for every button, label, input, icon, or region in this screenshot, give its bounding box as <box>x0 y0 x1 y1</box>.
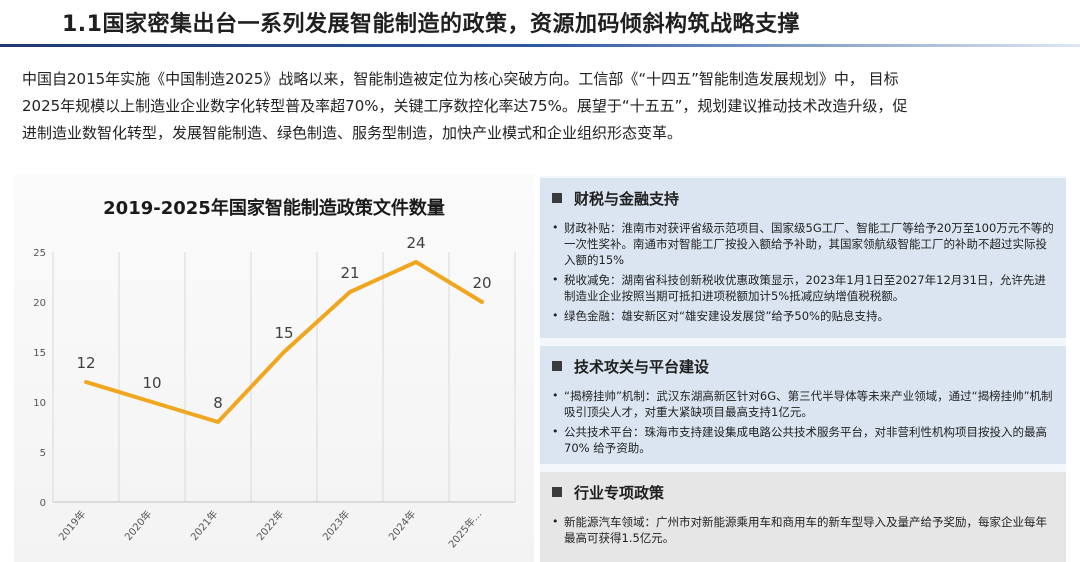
item-text: 公共技术平台：珠海市支持建设集成电路公共技术服务平台，对非营利性机构项目按投入的… <box>564 425 1047 455</box>
y-tick-label: 25 <box>33 248 46 259</box>
intro-paragraph: 中国自2015年实施《中国制造2025》战略以来，智能制造被定位为核心突破方向。… <box>22 66 1062 147</box>
x-tick-label: 2023年 <box>320 508 353 544</box>
section-header-tech: 技术攻关与平台建设 <box>540 346 1066 386</box>
data-label: 10 <box>142 374 161 392</box>
y-tick-label: 20 <box>33 298 46 309</box>
list-item: • 公共技术平台：珠海市支持建设集成电路公共技术服务平台，对非营利性机构项目按投入… <box>550 424 1054 456</box>
data-label: 8 <box>213 394 223 412</box>
x-tick-label: 2025年... <box>445 508 484 551</box>
x-tick-label: 2019年 <box>56 508 89 544</box>
bullet-icon: • <box>552 273 559 286</box>
section-body-industry: • 新能源汽车领域：广州市对新能源乘用车和商用车的新车型导入及量产给予奖励，每家企… <box>540 510 1066 562</box>
item-text: 新能源汽车领域：广州市对新能源乘用车和商用车的新车型导入及量产给予奖励，每家企业… <box>564 515 1047 545</box>
x-tick-label: 2021年 <box>188 508 221 544</box>
title-bar: 1.1国家密集出台一系列发展智能制造的政策，资源加码倾斜构筑战略支撑 <box>0 0 1080 47</box>
bullet-icon: • <box>552 309 559 322</box>
series-line <box>84 260 484 424</box>
chart-title: 2019-2025年国家智能制造政策文件数量 <box>103 198 445 219</box>
bullet-icon: • <box>552 221 559 234</box>
y-tick-label: 15 <box>33 348 46 359</box>
policy-panel: 财税与金融支持 • 财政补贴：淮南市对获评省级示范项目、国家级5G工厂、智能工厂等… <box>540 176 1066 562</box>
y-tick-label: 5 <box>40 448 46 459</box>
bullet-icon: • <box>552 515 559 528</box>
section-title: 技术攻关与平台建设 <box>574 358 710 376</box>
list-item: • 新能源汽车领域：广州市对新能源乘用车和商用车的新车型导入及量产给予奖励，每家企… <box>550 514 1054 546</box>
data-label: 20 <box>472 274 491 292</box>
intro-line: 中国自2015年实施《中国制造2025》战略以来，智能制造被定位为核心突破方向。… <box>22 70 899 88</box>
policy-count-chart: 2019-2025年国家智能制造政策文件数量 0 5 10 15 20 25 2019年 20… <box>14 174 534 562</box>
section-header-industry: 行业专项政策 <box>540 472 1066 512</box>
x-tick-label: 2024年 <box>386 508 419 544</box>
x-tick-label: 2020年 <box>122 508 155 544</box>
section-title: 行业专项政策 <box>574 484 665 502</box>
data-label: 15 <box>274 324 293 342</box>
bullet-icon: • <box>552 425 559 438</box>
x-tick-label: 2022年 <box>254 508 287 544</box>
intro-line: 2025年规模以上制造业企业数字化转型普及率超70%，关键工序数控化率达75%。… <box>22 97 908 115</box>
item-text: 绿色金融：雄安新区对“雄安建设发展贷”给予50%的贴息支持。 <box>564 309 889 323</box>
page-title: 1.1国家密集出台一系列发展智能制造的政策，资源加码倾斜构筑战略支撑 <box>62 12 800 37</box>
data-label: 12 <box>76 354 95 372</box>
section-header-fiscal: 财税与金融支持 <box>540 178 1066 218</box>
title-underline <box>0 44 1080 47</box>
list-item: • “揭榜挂帅”机制：武汉东湖高新区针对6G、第三代半导体等未来产业领域，通过“揭… <box>550 388 1054 420</box>
item-text: 财政补贴：淮南市对获评省级示范项目、国家级5G工厂、智能工厂等给予20万至100… <box>564 221 1054 267</box>
list-item: • 财政补贴：淮南市对获评省级示范项目、国家级5G工厂、智能工厂等给予20万至10… <box>550 220 1054 268</box>
square-bullet-icon <box>552 193 562 203</box>
section-title: 财税与金融支持 <box>574 190 680 208</box>
data-label: 24 <box>406 234 425 252</box>
square-bullet-icon <box>552 361 562 371</box>
y-tick-label: 10 <box>33 398 46 409</box>
item-text: 税收减免：湖南省科技创新税收优惠政策显示，2023年1月1日至2027年12月3… <box>564 273 1046 303</box>
list-item: • 绿色金融：雄安新区对“雄安建设发展贷”给予50%的贴息支持。 <box>550 308 1054 324</box>
section-body-tech: • “揭榜挂帅”机制：武汉东湖高新区针对6G、第三代半导体等未来产业领域，通过“揭… <box>540 384 1066 464</box>
chart-canvas: 0 5 10 15 20 25 2019年 2020年 2021年 2022年 2023年 2024年… <box>33 234 516 551</box>
data-label: 21 <box>340 264 359 282</box>
y-tick-label: 0 <box>40 498 46 509</box>
bullet-icon: • <box>552 389 559 402</box>
list-item: • 税收减免：湖南省科技创新税收优惠政策显示，2023年1月1日至2027年12月… <box>550 272 1054 304</box>
section-body-fiscal: • 财政补贴：淮南市对获评省级示范项目、国家级5G工厂、智能工厂等给予20万至10… <box>540 216 1066 338</box>
item-text: “揭榜挂帅”机制：武汉东湖高新区针对6G、第三代半导体等未来产业领域，通过“揭榜… <box>564 389 1053 419</box>
square-bullet-icon <box>552 487 562 497</box>
intro-line: 进制造业数智化转型，发展智能制造、绿色制造、服务型制造，加快产业模式和企业组织形… <box>22 124 683 142</box>
